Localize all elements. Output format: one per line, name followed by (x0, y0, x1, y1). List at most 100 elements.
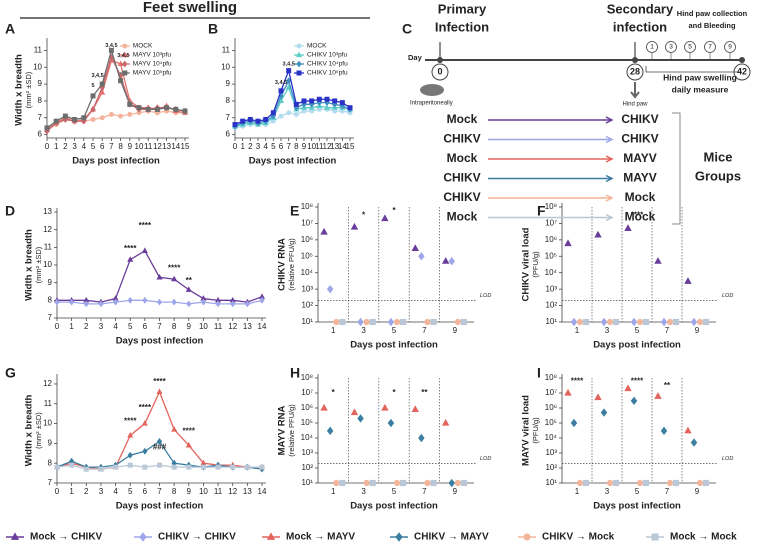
y-tick-label: 10⁵ (545, 418, 557, 427)
mouse (420, 84, 444, 96)
data-point (127, 101, 133, 107)
data-point (200, 298, 207, 306)
y-tick-label: 8 (48, 295, 53, 304)
x-tick-label: 8 (172, 487, 177, 496)
x-tick-label: 2 (84, 322, 89, 331)
group-arrow (488, 155, 614, 163)
x-tick-label: 7 (665, 326, 670, 335)
legend-marker (296, 60, 302, 68)
data-point (259, 464, 265, 470)
data-point (215, 464, 221, 470)
phase-label: Secondary (607, 1, 674, 16)
y-tick-label: 10¹ (301, 478, 313, 487)
legend-marker (651, 533, 659, 541)
data-point (44, 125, 50, 131)
sample-ring (684, 41, 696, 53)
y-tick-label: 10³ (545, 284, 557, 293)
data-point (564, 239, 572, 247)
x-tick-label: 13 (243, 487, 252, 496)
x-tick-label: 10 (307, 142, 316, 151)
x-tick-label: 12 (153, 142, 162, 151)
group-arrow (488, 116, 614, 124)
data-point (156, 388, 163, 394)
data-point (696, 479, 704, 487)
x-tick-label: 3 (605, 487, 610, 496)
data-point (320, 227, 328, 235)
legend-label: MAYV 10³pfu (133, 52, 172, 59)
y-axis-label: (mm² ±SD) (24, 71, 33, 108)
group-secondary: MAYV (623, 171, 657, 185)
x-tick-label: 8 (294, 142, 299, 151)
data-point (127, 256, 134, 262)
series-line (46, 55, 186, 132)
data-point (672, 479, 680, 487)
y-axis-label: CHIKV RNA (277, 238, 288, 291)
y-tick-label: 10³ (545, 448, 557, 457)
series-line (234, 78, 351, 127)
data-point (185, 441, 192, 448)
data-point (448, 257, 455, 266)
y-tick-label: 10³ (301, 448, 313, 457)
data-point (369, 318, 376, 326)
data-point (636, 318, 644, 326)
route-label: Hind paw (622, 102, 648, 108)
data-point (156, 437, 163, 445)
legend-marker (295, 51, 303, 58)
x-tick-label: 13 (243, 322, 252, 331)
data-point (72, 116, 78, 122)
legend-label: CHIKV 10⁴pfu (307, 61, 348, 68)
data-point (564, 388, 572, 396)
data-point (255, 118, 261, 124)
legend-label: MAYV 10⁵pfu (133, 70, 172, 77)
data-point (99, 115, 105, 121)
data-point (333, 318, 340, 326)
data-point (333, 479, 340, 487)
data-point (112, 298, 119, 306)
x-tick-label: 6 (143, 322, 148, 331)
y-tick-label: 10 (33, 62, 42, 71)
x-tick-label: 14 (258, 487, 267, 496)
x-tick-label: 11 (315, 142, 324, 151)
group-arrow (488, 174, 614, 183)
x-tick-label: 12 (228, 487, 237, 496)
x-tick-label: 6 (279, 142, 284, 151)
data-point (594, 230, 602, 238)
x-tick-label: 4 (113, 487, 118, 496)
x-tick-label: 1 (54, 142, 59, 151)
data-point (182, 108, 188, 114)
data-point (690, 438, 698, 447)
panel-letter: A (5, 21, 15, 37)
x-tick-label: 12 (228, 322, 237, 331)
day-dot (437, 57, 443, 63)
significance: * (392, 206, 396, 215)
data-point (270, 110, 276, 116)
x-tick-label: 3 (361, 326, 366, 335)
significance: **** (168, 264, 181, 273)
y-tick-label: 7 (48, 478, 53, 487)
data-point (441, 418, 450, 426)
y-tick-label: 9 (38, 79, 43, 88)
data-point (357, 414, 364, 423)
data-point (594, 393, 602, 401)
data-point (259, 296, 265, 304)
panel-letter: D (5, 203, 15, 219)
legend-label: MAYV 10⁴pfu (133, 61, 172, 68)
data-point (600, 317, 608, 327)
data-point (702, 318, 710, 326)
x-tick-label: 8 (172, 322, 177, 331)
data-point (309, 98, 315, 104)
data-point (387, 317, 395, 327)
day-number: 28 (630, 66, 640, 76)
y-tick-label: 10⁴ (301, 268, 314, 277)
data-point (393, 479, 401, 487)
x-tick-label: 1 (240, 142, 245, 151)
data-point (171, 426, 178, 432)
x-tick-label: 5 (392, 326, 397, 335)
data-point (430, 479, 437, 487)
data-point (286, 110, 292, 116)
day-ring (626, 63, 644, 81)
panel-letter: E (290, 203, 299, 219)
y-tick-label: 10⁸ (545, 373, 557, 382)
y-tick-label: 10⁶ (545, 235, 557, 244)
data-point (127, 296, 133, 304)
